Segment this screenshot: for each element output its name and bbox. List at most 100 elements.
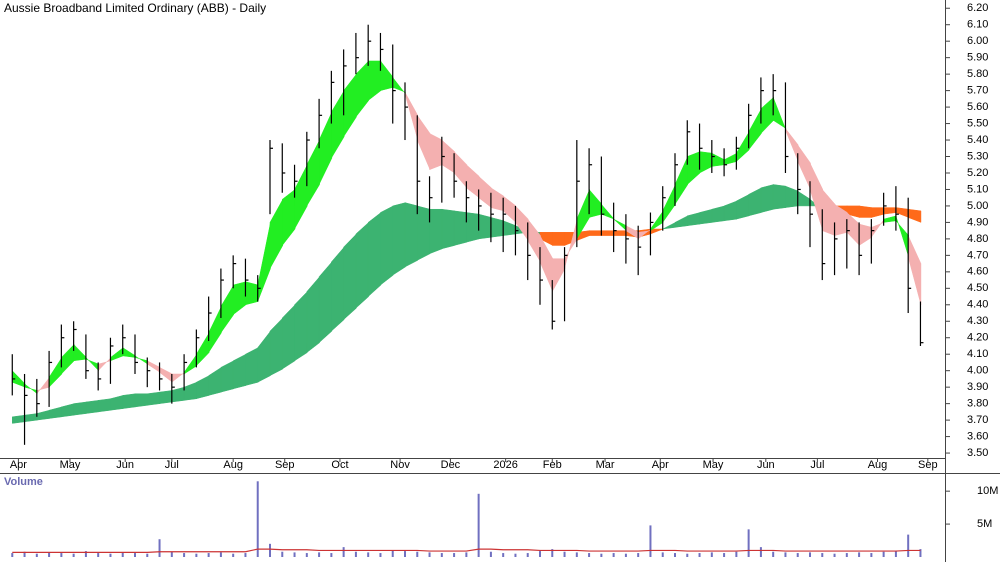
ribbon-segment — [85, 400, 99, 414]
volume-bar — [195, 553, 198, 557]
y-tick-label: 6.00 — [967, 35, 988, 47]
y-tick-label: 5.90 — [967, 52, 988, 64]
ribbon-segment — [331, 89, 345, 160]
y-tick-label: 5.20 — [967, 167, 988, 179]
volume-bar — [256, 481, 259, 557]
volume-bar — [109, 553, 112, 557]
volume-bar — [723, 553, 726, 557]
volume-bar — [465, 552, 468, 557]
volume-bar — [477, 493, 480, 557]
volume-bar — [784, 552, 787, 557]
volume-bar — [48, 552, 51, 557]
x-tick-label: Jun — [116, 459, 134, 471]
x-tick-label: Jul — [810, 459, 824, 471]
ribbon-segment — [306, 139, 320, 207]
ribbon-segment — [392, 202, 406, 276]
ribbon-segment — [429, 133, 443, 171]
x-tick-label: Sep — [275, 459, 295, 471]
volume-average — [12, 548, 921, 553]
ribbon-segment — [208, 306, 222, 354]
y-tick-label: 10M — [977, 485, 998, 497]
volume-bar — [759, 547, 762, 557]
volume-bar — [686, 553, 689, 557]
ribbon-segment — [159, 390, 173, 404]
volume-bar — [821, 553, 824, 557]
ribbon-segment — [282, 188, 296, 247]
x-tick-label: Dec — [441, 459, 461, 471]
ribbon-segment — [73, 401, 87, 416]
volume-bar — [440, 553, 443, 557]
ribbon-segment — [294, 290, 308, 362]
ribbon-segment — [355, 60, 369, 118]
volume-bar — [207, 553, 210, 557]
volume-bar — [882, 551, 885, 557]
x-tick-label: Apr — [10, 459, 27, 471]
ribbon-segment — [466, 164, 480, 199]
y-tick-label: 4.20 — [967, 332, 988, 344]
volume-bar — [367, 552, 370, 557]
ribbon-segment — [552, 232, 566, 246]
y-tick-label: 5.70 — [967, 85, 988, 97]
ribbon-segment — [220, 284, 234, 334]
ribbon-segment — [760, 184, 774, 213]
ribbon-segment — [797, 144, 811, 190]
volume-bar — [146, 553, 149, 557]
ribbon-segment — [269, 198, 284, 270]
volume-bar — [293, 552, 296, 557]
volume-bar — [600, 553, 603, 557]
volume-bar — [404, 551, 406, 557]
volume-bar — [428, 552, 431, 557]
y-tick-label: 5M — [977, 518, 992, 530]
ribbon-segment — [122, 393, 136, 409]
ribbon-segment — [318, 261, 333, 344]
y-tick-label: 4.90 — [967, 216, 988, 228]
ribbon-segment — [24, 413, 38, 423]
volume-bar — [244, 553, 247, 557]
volume-bar — [232, 553, 235, 557]
volume-bar — [870, 553, 873, 557]
y-tick-label: 3.80 — [967, 398, 988, 410]
x-tick-label: Apr — [652, 459, 669, 471]
ribbon-segment — [490, 217, 504, 238]
ribbon-segment — [453, 210, 468, 246]
y-tick-label: 4.10 — [967, 348, 988, 360]
ribbon-segment — [355, 221, 369, 309]
ribbon-segment — [429, 208, 443, 255]
ribbon-segment — [466, 212, 480, 243]
x-tick-label: Feb — [543, 459, 562, 471]
ribbon-segment — [478, 175, 492, 209]
volume-bar — [489, 551, 492, 557]
y-tick-label: 4.70 — [967, 249, 988, 261]
ribbon-segment — [441, 208, 455, 250]
volume-bar — [747, 529, 750, 557]
ribbon-segment — [294, 164, 308, 230]
volume-bar — [539, 551, 541, 557]
volume-bar — [674, 553, 676, 557]
ribbon-segment — [380, 205, 394, 286]
volume-bar — [514, 553, 517, 557]
volume-bar — [269, 543, 271, 557]
y-tick-label: 5.60 — [967, 101, 988, 113]
volume-bar — [158, 539, 161, 557]
y-tick-label: 4.80 — [967, 233, 988, 245]
ribbon-segment — [245, 347, 259, 386]
y-tick-label: 3.90 — [967, 381, 988, 393]
x-tick-label: Aug — [868, 459, 888, 471]
volume-bar — [526, 553, 529, 557]
volume-bar — [588, 553, 591, 557]
volume-bar — [219, 552, 222, 557]
ribbon-segment — [367, 212, 382, 298]
x-tick-label: Sep — [918, 459, 938, 471]
ribbon-segment — [772, 184, 787, 210]
y-tick-label: 5.50 — [967, 117, 988, 129]
x-tick-label: 2026 — [493, 459, 517, 471]
ribbon-segment — [269, 317, 284, 377]
volume-title: Volume — [4, 476, 43, 488]
volume-bar — [318, 552, 321, 557]
volume-bar — [305, 553, 308, 557]
volume-bar — [170, 551, 173, 557]
volume-bar — [121, 552, 124, 557]
volume-bar — [379, 553, 382, 557]
